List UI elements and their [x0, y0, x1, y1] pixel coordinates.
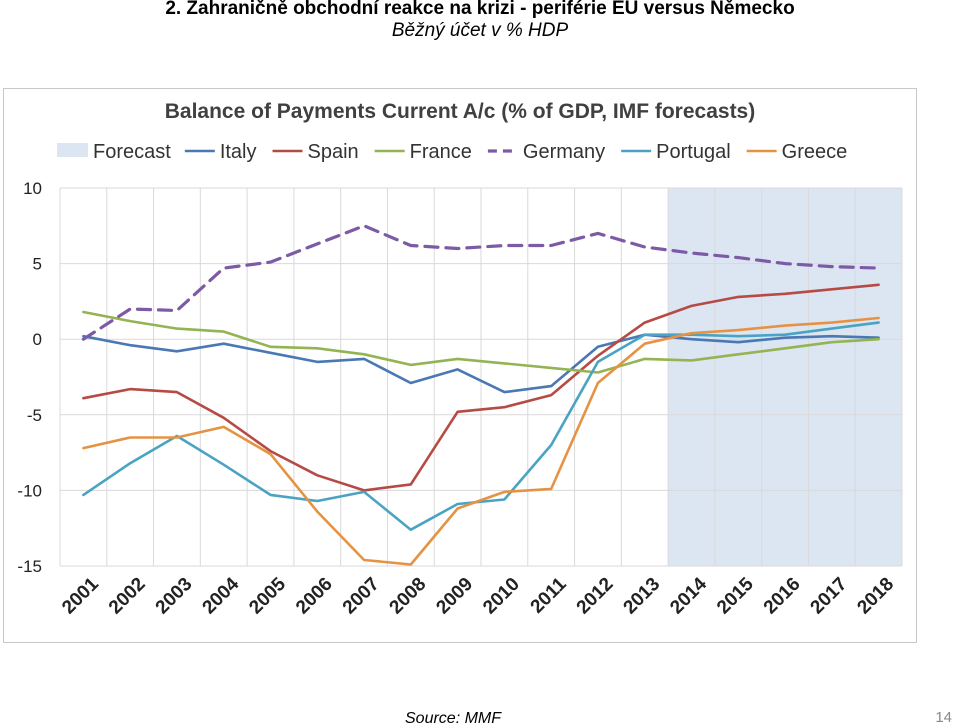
legend-label-portugal: Portugal: [656, 141, 731, 163]
y-tick-label: 10: [23, 179, 42, 198]
x-tick-label: 2013: [620, 574, 665, 619]
x-tick-label: 2001: [58, 573, 103, 618]
y-tick-label: -5: [27, 406, 42, 425]
series-line-spain: [82, 283, 880, 492]
x-tick-label: 2006: [292, 574, 337, 619]
source-note: Source: MMF: [405, 710, 502, 727]
series-line-italy: [82, 333, 880, 394]
x-tick-label: 2016: [760, 574, 805, 619]
x-tick-label: 2014: [666, 573, 711, 618]
legend-label-france: France: [410, 141, 472, 163]
y-tick-label: 5: [33, 255, 42, 274]
chart-frame: Balance of Payments Current A/c (% of GD…: [3, 88, 917, 643]
x-tick-label: 2007: [339, 574, 384, 619]
series-line-portugal: [82, 321, 880, 532]
x-tick-label: 2008: [386, 574, 431, 619]
series-line-france: [82, 310, 880, 374]
x-tick-label: 2018: [853, 574, 898, 619]
series-line-germany: [81, 224, 881, 341]
x-tick-label: 2005: [245, 573, 290, 618]
slide-subtitle: Běžný účet v % HDP: [391, 20, 569, 41]
legend-label-greece: Greece: [782, 141, 848, 163]
legend-swatch-forecast: [57, 143, 88, 157]
x-tick-label: 2010: [479, 574, 524, 619]
chart-title: Balance of Payments Current A/c (% of GD…: [165, 100, 755, 123]
y-tick-label: -15: [17, 557, 42, 576]
legend-label-italy: Italy: [220, 141, 257, 163]
x-tick-label: 2009: [432, 574, 477, 619]
legend-label-forecast: Forecast: [93, 141, 171, 163]
x-tick-label: 2002: [105, 574, 150, 619]
x-tick-label: 2015: [713, 573, 758, 618]
legend-label-spain: Spain: [308, 141, 359, 163]
x-tick-label: 2017: [807, 574, 852, 619]
y-tick-label: 0: [33, 330, 42, 349]
page-number: 14: [935, 709, 952, 726]
forecast-band: [668, 188, 902, 566]
forecast-region: [668, 188, 902, 566]
legend-label-germany: Germany: [523, 141, 605, 163]
x-tick-label: 2003: [152, 574, 197, 619]
series-lines: [81, 224, 881, 566]
legend: Forecast Italy Spain France Germany Portugal G…: [57, 141, 847, 163]
slide-title: 2. Zahraničně obchodní reakce na krizi -…: [165, 0, 795, 19]
x-tick-label: 2004: [199, 573, 244, 618]
x-tick-label: 2011: [527, 573, 571, 617]
x-tick-label: 2012: [573, 574, 618, 619]
y-tick-label: -10: [17, 481, 42, 500]
series-line-greece: [82, 316, 880, 566]
chart: Balance of Payments Current A/c (% of GD…: [17, 100, 903, 619]
